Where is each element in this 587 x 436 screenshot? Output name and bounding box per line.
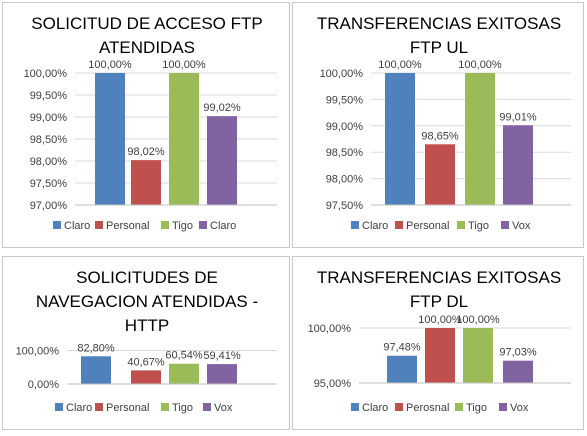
chart-ftp-ul: TRANSFERENCIAS EXITOSAS FTP UL 100,00% 99,5… bbox=[317, 14, 571, 232]
y-tick-label: 0,00% bbox=[28, 379, 59, 391]
y-tick-label: 100,00% bbox=[308, 323, 352, 335]
data-label: 100,00% bbox=[88, 59, 132, 71]
y-tick-label: 98,50% bbox=[326, 147, 364, 159]
bar-tigo bbox=[463, 328, 493, 383]
bar-vox bbox=[503, 360, 533, 383]
chart-panel-http: SOLICITUDES DE NAVEGACION ATENDIDAS - HTTP… bbox=[2, 256, 290, 430]
y-tick-label: 95,00% bbox=[314, 378, 352, 390]
legend-label: Tigo bbox=[172, 220, 193, 232]
chart-title-line: TRANSFERENCIAS EXITOSAS bbox=[317, 268, 561, 287]
legend-swatch bbox=[455, 403, 463, 411]
legend-label: Personal bbox=[406, 220, 449, 232]
bar-claro bbox=[207, 116, 237, 205]
legend-label: Claro bbox=[362, 220, 388, 232]
legend-label: Vox bbox=[510, 402, 529, 414]
y-tick-label: 100,00% bbox=[24, 68, 68, 80]
chart-title-line: NAVEGACION ATENDIDAS - bbox=[36, 292, 258, 311]
chart-title-line: SOLICITUDES DE bbox=[76, 268, 218, 287]
bar-personal bbox=[131, 370, 161, 384]
chart-panel-ftp-ul: TRANSFERENCIAS EXITOSAS FTP UL 100,00% 99,5… bbox=[292, 2, 584, 248]
legend-swatch bbox=[351, 403, 359, 411]
legend-label: Vox bbox=[214, 402, 233, 414]
bar-claro bbox=[385, 73, 415, 205]
legend-swatch bbox=[499, 403, 507, 411]
data-label: 100,00% bbox=[162, 59, 206, 71]
legend-label: Vox bbox=[512, 220, 531, 232]
bar-claro bbox=[387, 355, 417, 383]
data-label: 98,65% bbox=[421, 130, 459, 142]
bar-claro bbox=[95, 73, 125, 205]
chart-panel-ftp-access: SOLICITUD DE ACCESO FTP ATENDIDAS 100,00% 9… bbox=[2, 2, 290, 248]
legend-label: Claro bbox=[64, 220, 90, 232]
chart-title-line: FTP UL bbox=[410, 38, 468, 57]
chart-ftp-access: SOLICITUD DE ACCESO FTP ATENDIDAS 100,00% 9… bbox=[24, 14, 277, 232]
legend-swatch bbox=[395, 221, 403, 229]
legend-label: Tigo bbox=[468, 220, 489, 232]
y-tick-label: 99,00% bbox=[30, 112, 68, 124]
legend-swatch bbox=[203, 403, 211, 411]
bar-tigo bbox=[169, 363, 199, 384]
y-tick-label: 97,00% bbox=[30, 200, 68, 212]
y-tick-label: 98,00% bbox=[30, 156, 68, 168]
chart-panel-ftp-dl: TRANSFERENCIAS EXITOSAS FTP DL 100,00% 95,0… bbox=[292, 256, 584, 430]
legend-label: Tigo bbox=[172, 402, 193, 414]
data-label: 40,67% bbox=[127, 356, 165, 368]
y-tick-label: 99,50% bbox=[30, 90, 68, 102]
bar-personal bbox=[425, 144, 455, 205]
legend-swatch bbox=[457, 221, 465, 229]
y-tick-label: 97,50% bbox=[326, 200, 364, 212]
chart-title-line: SOLICITUD DE ACCESO FTP bbox=[31, 14, 262, 33]
legend-swatch bbox=[161, 403, 169, 411]
legend-swatch bbox=[395, 403, 403, 411]
legend-swatch bbox=[55, 403, 63, 411]
legend-swatch bbox=[161, 221, 169, 229]
data-label: 100,00% bbox=[456, 314, 500, 326]
data-label: 82,80% bbox=[77, 342, 115, 354]
bar-vox bbox=[503, 125, 533, 205]
legend-swatch bbox=[199, 221, 207, 229]
data-label: 97,48% bbox=[383, 342, 421, 354]
bar-tigo bbox=[465, 73, 495, 205]
chart-title-line: TRANSFERENCIAS EXITOSAS bbox=[317, 14, 561, 33]
legend-swatch bbox=[501, 221, 509, 229]
y-tick-label: 100,00% bbox=[320, 68, 364, 80]
legend-swatch bbox=[351, 221, 359, 229]
legend-label: Claro bbox=[362, 402, 388, 414]
legend-label: Personal bbox=[106, 220, 149, 232]
bar-vox bbox=[207, 364, 237, 384]
chart-ftp-dl: TRANSFERENCIAS EXITOSAS FTP DL 100,00% 95,0… bbox=[308, 268, 571, 414]
bar-perosnal bbox=[425, 328, 455, 383]
data-label: 100,00% bbox=[458, 59, 502, 71]
legend-swatch bbox=[95, 403, 103, 411]
data-label: 60,54% bbox=[165, 350, 203, 362]
data-label: 100,00% bbox=[378, 59, 422, 71]
data-label: 100,00% bbox=[418, 314, 462, 326]
data-label: 98,02% bbox=[127, 146, 165, 158]
legend-label: Tigo bbox=[466, 402, 487, 414]
chart-title-line: HTTP bbox=[125, 316, 169, 335]
legend-swatch bbox=[53, 221, 61, 229]
y-tick-label: 100,00% bbox=[16, 346, 60, 358]
legend-label: Claro bbox=[210, 220, 236, 232]
y-tick-label: 99,00% bbox=[326, 121, 364, 133]
data-label: 97,03% bbox=[499, 347, 537, 359]
bar-claro bbox=[81, 356, 111, 384]
legend-label: Personal bbox=[106, 402, 149, 414]
data-label: 59,41% bbox=[203, 350, 241, 362]
y-tick-label: 97,50% bbox=[30, 178, 68, 190]
bar-tigo bbox=[169, 73, 199, 205]
chart-http: SOLICITUDES DE NAVEGACION ATENDIDAS - HTTP… bbox=[16, 268, 277, 414]
legend-swatch bbox=[95, 221, 103, 229]
y-tick-label: 99,50% bbox=[326, 94, 364, 106]
y-tick-label: 98,00% bbox=[326, 174, 364, 186]
legend-label: Claro bbox=[66, 402, 92, 414]
chart-title-line: ATENDIDAS bbox=[99, 38, 195, 57]
bar-personal bbox=[131, 160, 161, 205]
chart-title-line: FTP DL bbox=[410, 292, 468, 311]
legend-label: Perosnal bbox=[406, 402, 449, 414]
data-label: 99,02% bbox=[203, 102, 241, 114]
y-tick-label: 98,50% bbox=[30, 134, 68, 146]
data-label: 99,01% bbox=[499, 111, 537, 123]
